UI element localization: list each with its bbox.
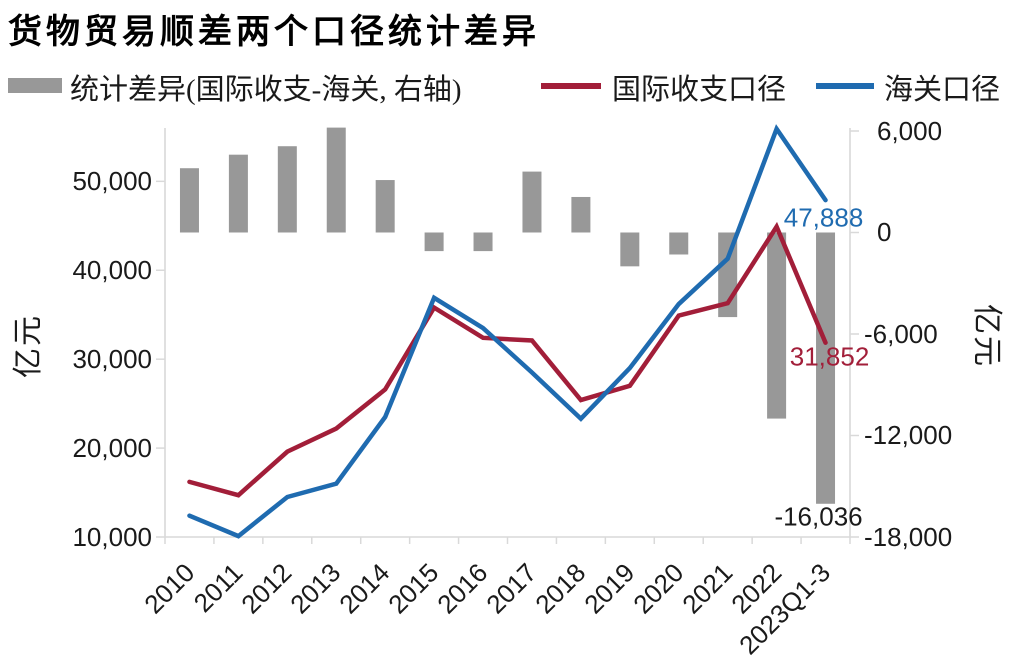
legend-label-customs: 海关口径 — [884, 74, 1001, 106]
legend-line-swatch-customs — [816, 83, 874, 89]
right-axis-tick-label: 0 — [877, 217, 892, 248]
bar-2017 — [522, 171, 542, 233]
bar-2015 — [424, 232, 444, 252]
bar-2012 — [277, 146, 297, 233]
bar-2013 — [326, 127, 346, 233]
bar-2014 — [375, 180, 395, 233]
bar-2011 — [228, 154, 248, 233]
line-国际收支口径 — [187, 221, 828, 498]
left-axis-tick-label: 50,000 — [72, 166, 152, 197]
right-axis-title: 亿元 — [970, 304, 1003, 368]
annotation-bop-value: 31,852 — [789, 341, 870, 372]
left-axis-tick-label: 10,000 — [72, 522, 152, 552]
left-axis-tick-label: 40,000 — [72, 255, 152, 286]
bar-2016 — [473, 232, 493, 252]
bar-2018 — [571, 196, 591, 233]
right-axis-tick-label: -18,000 — [864, 522, 953, 552]
right-axis-tick-label: 6,000 — [877, 115, 943, 146]
line-海关口径 — [187, 124, 828, 539]
bar-2023Q1-3 — [816, 232, 836, 504]
right-axis-tick-label: -6,000 — [864, 318, 938, 349]
left-axis-title: 亿元 — [12, 314, 45, 378]
annotation-diff-value: -16,036 — [774, 501, 863, 532]
annotation-customs-value: 47,888 — [783, 202, 864, 233]
chart-title: 货物贸易顺差两个口径统计差异 — [8, 14, 540, 51]
legend-label-diff: 统计差异(国际收支-海关, 右轴) — [70, 74, 462, 106]
left-axis-tick-label: 30,000 — [72, 344, 152, 375]
bar-2022 — [767, 232, 787, 419]
bar-2020 — [669, 232, 689, 255]
right-axis-tick-label: -12,000 — [864, 420, 953, 451]
legend-bar-swatch — [8, 78, 62, 93]
bar-2019 — [620, 232, 640, 267]
legend-label-bop: 国际收支口径 — [612, 74, 787, 106]
legend-line-swatch-bop — [541, 83, 601, 89]
left-axis-tick-label: 20,000 — [72, 433, 152, 464]
bar-2010 — [179, 168, 199, 233]
